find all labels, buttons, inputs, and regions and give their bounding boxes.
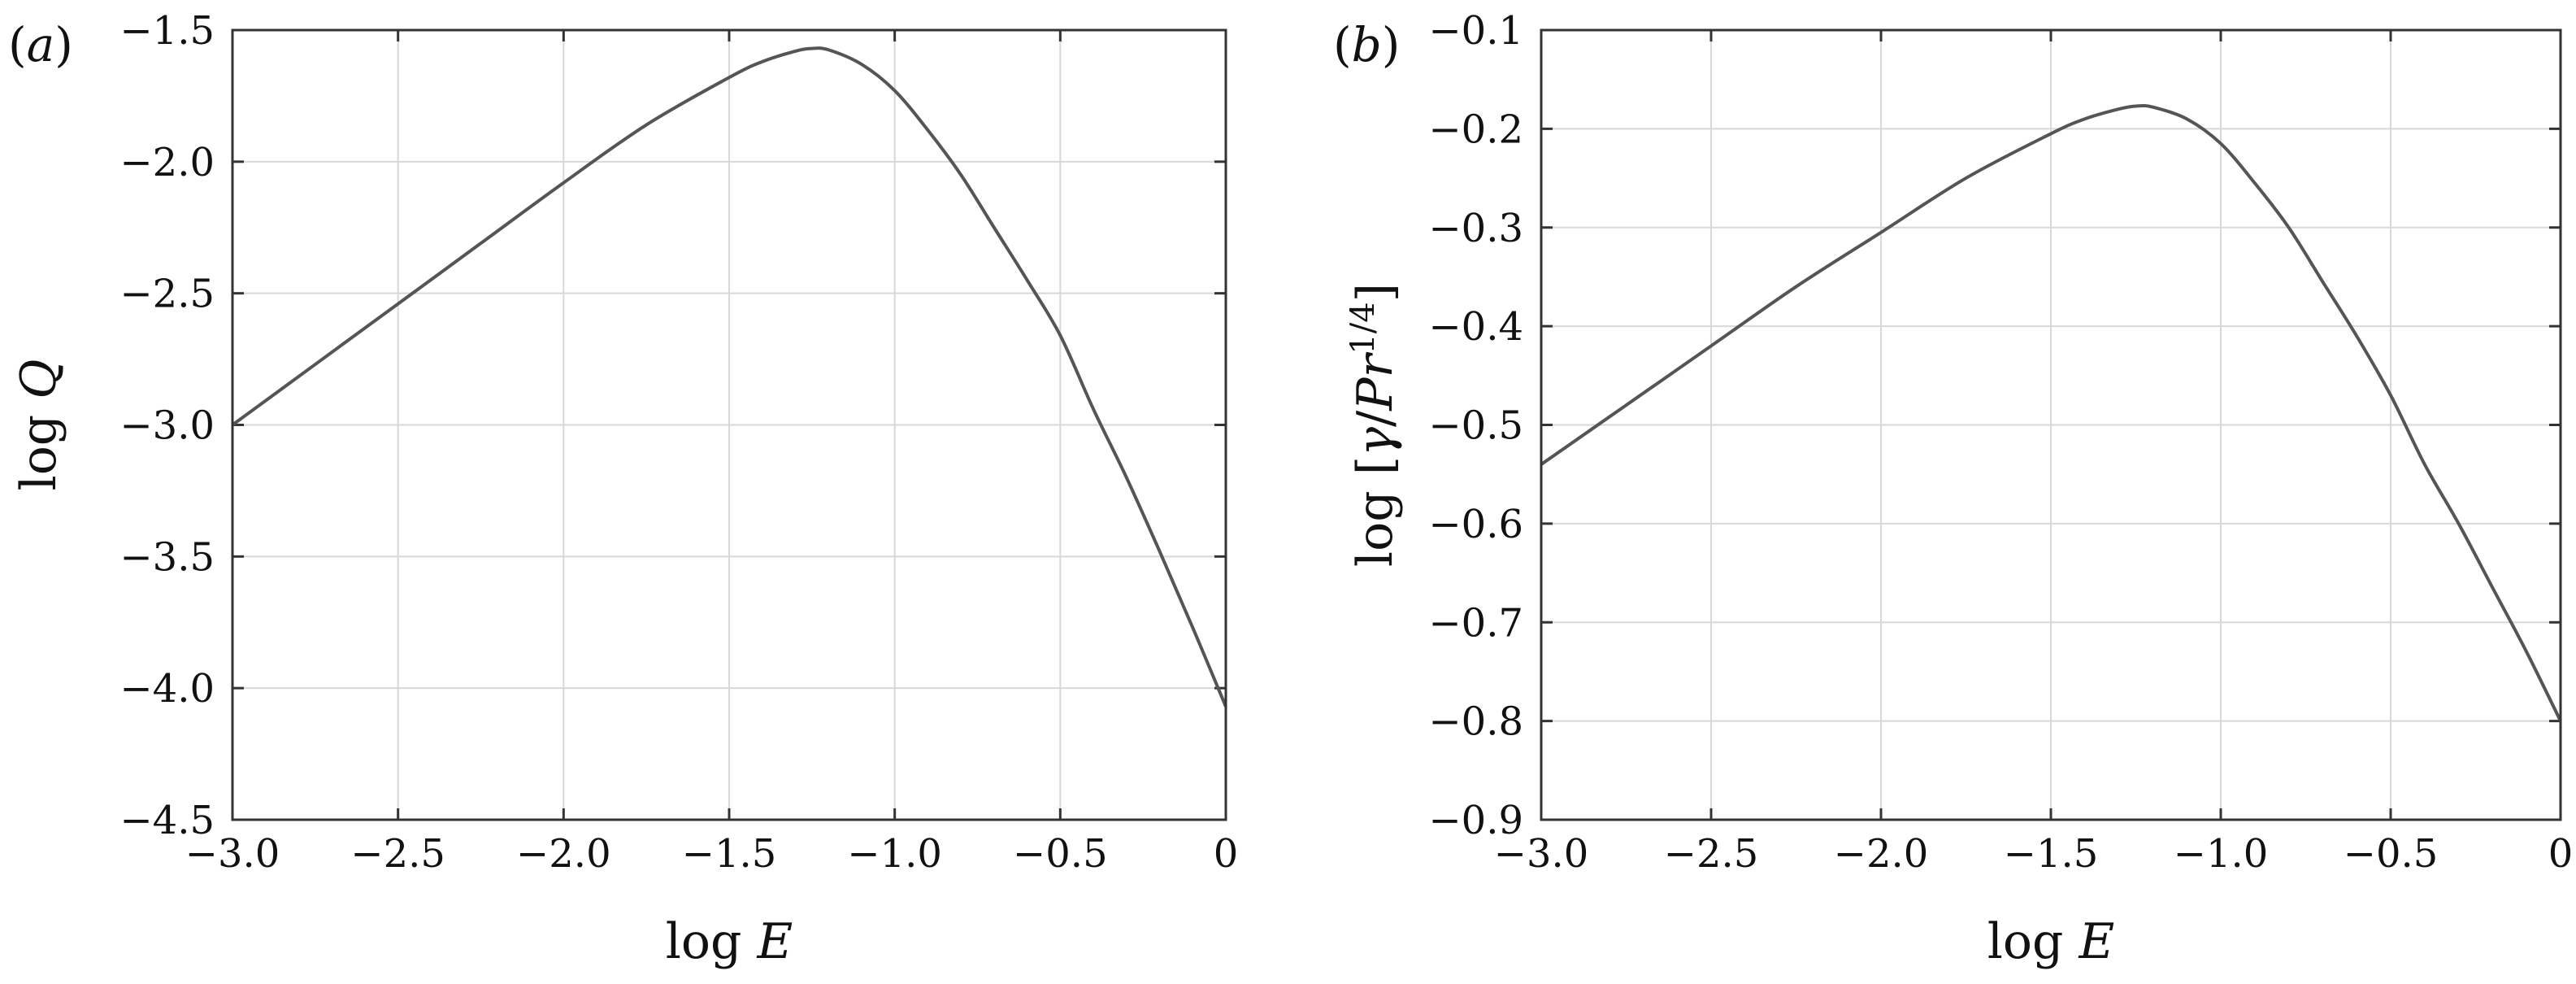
y-tick-label: −4.5: [119, 798, 215, 843]
x-tick-label: −1.0: [2174, 831, 2269, 877]
plot-frame: [1540, 28, 2562, 821]
x-axis-label: log E: [666, 913, 793, 970]
x-tick-label: 0: [2548, 831, 2574, 877]
x-tick-label: −3.0: [185, 831, 280, 877]
x-tick-label: −3.0: [1494, 831, 1589, 877]
y-tick-label: −0.9: [1428, 798, 1523, 843]
panel-a: −3.0 −2.5 −2.0 −1.5 −1.0 −0.5 0 −4.5 −4.0 −3.5 −3.…: [8, 8, 1238, 970]
x-tick-label: −2.5: [1664, 831, 1759, 877]
y-tick-label: −3.5: [119, 534, 215, 580]
series-line: [231, 46, 1227, 708]
y-tick-label: −4.0: [119, 666, 215, 712]
y-tick-label: −0.2: [1428, 107, 1523, 152]
x-tick-label: −1.5: [682, 831, 777, 877]
panel-label: (a): [8, 17, 73, 72]
y-tick-label: −0.4: [1428, 304, 1523, 350]
y-tick-label: −0.3: [1428, 206, 1523, 251]
y-tick-label: −2.0: [119, 140, 215, 185]
y-axis-label: log Q: [11, 359, 67, 491]
x-tick-label: −1.5: [2004, 831, 2099, 877]
plot-frame: [231, 28, 1227, 821]
x-tick-label: −0.5: [2344, 831, 2439, 877]
x-axis-label: log E: [1987, 913, 2115, 970]
y-tick-label: −0.5: [1428, 403, 1523, 449]
panel-label: (b): [1333, 17, 1400, 72]
y-tick-label: −0.1: [1428, 8, 1523, 54]
x-tick-label: −2.5: [350, 831, 445, 877]
y-axis-label: log [γ/Pr1/4]: [1344, 283, 1404, 567]
y-tick-label: −1.5: [119, 8, 215, 54]
y-tick-label: −0.6: [1428, 502, 1523, 547]
x-tick-label: 0: [1214, 831, 1239, 877]
x-tick-label: −2.0: [516, 831, 611, 877]
y-tick-label: −3.0: [119, 403, 215, 449]
series-line: [1540, 103, 2562, 722]
x-tick-label: −2.0: [1834, 831, 1929, 877]
y-tick-label: −2.5: [119, 272, 215, 317]
y-tick-label: −0.8: [1428, 699, 1523, 745]
y-tick-label: −0.7: [1428, 600, 1523, 646]
x-tick-label: −0.5: [1013, 831, 1108, 877]
panel-b: −3.0 −2.5 −2.0 −1.5 −1.0 −0.5 0 −0.9 −0.8 −0.7 −0.…: [1333, 8, 2573, 970]
x-tick-label: −1.0: [847, 831, 942, 877]
